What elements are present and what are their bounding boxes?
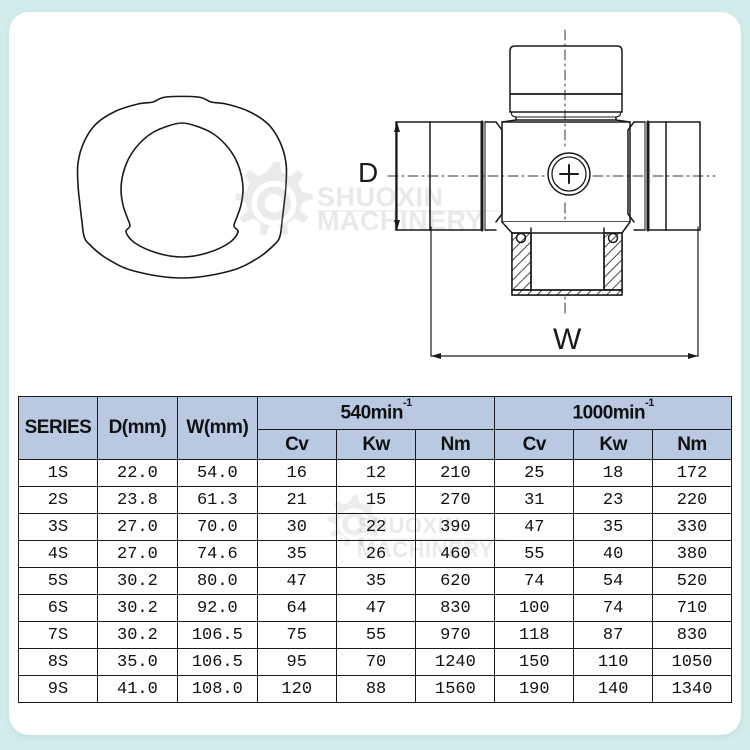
svg-text:D: D (358, 157, 378, 188)
svg-text:W: W (553, 323, 582, 356)
